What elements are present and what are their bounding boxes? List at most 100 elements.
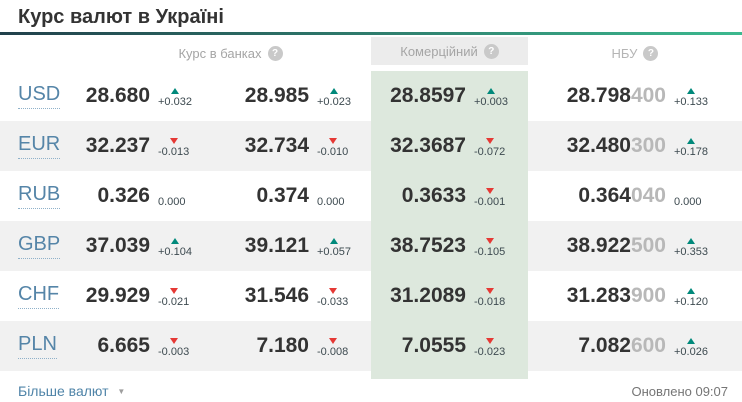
commercial-value: 38.7523 [390, 234, 466, 257]
help-icon[interactable]: ? [267, 45, 283, 61]
more-currencies-link[interactable]: Більше валют ▼ [18, 383, 125, 399]
commercial-cell: 28.8597 +0.003 [371, 71, 528, 121]
trend-icon [170, 88, 179, 94]
buy-value: 6.665 [97, 334, 150, 357]
table-header-row: Курс в банках ? Комерційний ? НБУ ? [0, 35, 742, 71]
nbu-cell: 7.082600 +0.026 [528, 321, 742, 371]
buy-value: 37.039 [85, 234, 150, 257]
nbu-delta: +0.026 [674, 336, 728, 358]
table-footer: Більше валют ▼ Оновлено 09:07 [0, 371, 742, 402]
trend-icon [686, 88, 695, 94]
sell-value: 39.121 [244, 234, 309, 257]
commercial-value: 0.3633 [401, 184, 466, 207]
currency-code-link[interactable]: PLN [18, 333, 57, 359]
column-header-nbu: НБУ ? [528, 35, 742, 71]
currency-code-cell: CHF [0, 271, 90, 321]
nbu-delta: +0.353 [674, 236, 728, 258]
nbu-value-minor-digits: 900 [630, 284, 666, 307]
trend-icon [485, 338, 494, 344]
commercial-value: 31.2089 [390, 284, 466, 307]
table-row: USD 28.680 +0.032 28.985 +0.023 [0, 71, 742, 121]
commercial-delta: -0.001 [474, 186, 528, 208]
accent-divider [0, 32, 742, 35]
nbu-value-minor-digits: 300 [630, 134, 666, 157]
sell-value: 32.734 [244, 134, 309, 157]
commercial-value: 7.0555 [401, 334, 466, 357]
currency-code-cell: RUB [0, 171, 90, 221]
table-row: CHF 29.929 -0.021 31.546 -0.033 [0, 271, 742, 321]
commercial-cell: 32.3687 -0.072 [371, 121, 528, 171]
currency-code-link[interactable]: CHF [18, 283, 60, 309]
trend-icon [169, 138, 178, 144]
sell-value: 0.374 [256, 184, 309, 207]
trend-icon [329, 88, 338, 94]
column-header-commercial: Комерційний ? [371, 37, 528, 65]
nbu-value: 7.082600 [578, 334, 666, 357]
table-row: GBP 37.039 +0.104 39.121 +0.057 [0, 221, 742, 271]
sell-delta: -0.033 [317, 286, 371, 308]
help-icon[interactable]: ? [643, 45, 659, 61]
nbu-cell: 0.364040 0.000 [528, 171, 742, 221]
help-icon[interactable]: ? [483, 43, 499, 59]
trend-icon [328, 288, 337, 294]
nbu-cell: 38.922500 +0.353 [528, 221, 742, 271]
commercial-delta: -0.072 [474, 136, 528, 158]
commercial-delta: -0.018 [474, 286, 528, 308]
buy-delta: +0.032 [158, 86, 212, 108]
sell-value: 28.985 [244, 84, 309, 107]
trend-icon [686, 238, 695, 244]
sell-delta: -0.008 [317, 336, 371, 358]
commercial-cell: 38.7523 -0.105 [371, 221, 528, 271]
trend-icon [686, 138, 695, 144]
buy-cell: 28.680 +0.032 [86, 71, 218, 121]
nbu-delta: 0.000 [674, 196, 702, 208]
buy-cell: 32.237 -0.013 [86, 121, 218, 171]
nbu-value: 28.798400 [566, 84, 666, 107]
currency-code-link[interactable]: GBP [18, 233, 61, 259]
sell-cell: 7.180 -0.008 [218, 321, 371, 371]
sell-cell: 32.734 -0.010 [218, 121, 371, 171]
currency-code-link[interactable]: USD [18, 83, 61, 109]
trend-icon [485, 138, 494, 144]
table-row: EUR 32.237 -0.013 32.734 -0.010 [0, 121, 742, 171]
buy-cell: 6.665 -0.003 [90, 321, 218, 371]
nbu-value: 38.922500 [566, 234, 666, 257]
sell-value: 31.546 [244, 284, 309, 307]
sell-cell: 39.121 +0.057 [218, 221, 371, 271]
nbu-value-minor-digits: 400 [630, 84, 666, 107]
commercial-header-label: Комерційний [400, 43, 478, 59]
nbu-delta: +0.120 [674, 286, 728, 308]
buy-value: 32.237 [85, 134, 150, 157]
currency-code-link[interactable]: RUB [18, 183, 61, 209]
buy-delta: -0.003 [158, 336, 212, 358]
commercial-delta: -0.023 [474, 336, 528, 358]
currency-code-cell: PLN [0, 321, 90, 371]
trend-icon [686, 288, 695, 294]
nbu-header-label: НБУ [611, 45, 638, 61]
commercial-cell: 7.0555 -0.023 [371, 321, 528, 371]
buy-delta: +0.104 [158, 236, 212, 258]
trend-icon [485, 188, 494, 194]
buy-delta: -0.021 [158, 286, 212, 308]
commercial-cell: 31.2089 -0.018 [371, 271, 528, 321]
nbu-value: 32.480300 [566, 134, 666, 157]
buy-cell: 0.326 0.000 [90, 171, 218, 221]
buy-value: 29.929 [85, 284, 150, 307]
nbu-value-minor-digits: 500 [630, 234, 666, 257]
table-row: RUB 0.326 0.000 0.374 0.000 [0, 171, 742, 221]
more-currencies-label: Більше валют [18, 383, 109, 399]
buy-cell: 37.039 +0.104 [86, 221, 218, 271]
sell-cell: 28.985 +0.023 [218, 71, 371, 121]
updated-timestamp: Оновлено 09:07 [631, 383, 729, 399]
nbu-value: 0.364040 [578, 184, 666, 207]
nbu-cell: 31.283900 +0.120 [528, 271, 742, 321]
currency-code-link[interactable]: EUR [18, 133, 61, 159]
nbu-value-minor-digits: 600 [630, 334, 666, 357]
nbu-value-minor-digits: 040 [630, 184, 666, 207]
nbu-value: 31.283900 [566, 284, 666, 307]
sell-cell: 0.374 0.000 [218, 171, 371, 221]
sell-delta: +0.057 [317, 236, 371, 258]
trend-icon [486, 88, 495, 94]
sell-value: 7.180 [256, 334, 309, 357]
